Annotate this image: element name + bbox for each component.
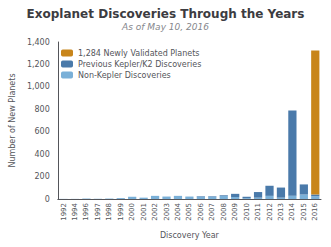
svg-text:2005: 2005	[185, 203, 193, 221]
svg-text:1,284 Newly Validated Planets: 1,284 Newly Validated Planets	[78, 49, 200, 58]
svg-text:2008: 2008	[220, 203, 228, 221]
svg-text:2004: 2004	[174, 202, 182, 220]
svg-text:2009: 2009	[231, 203, 239, 221]
svg-text:Previous Kepler/K2 Discoveries: Previous Kepler/K2 Discoveries	[78, 60, 201, 69]
svg-text:600: 600	[35, 127, 50, 136]
svg-text:2016: 2016	[311, 202, 319, 220]
svg-text:2014: 2014	[288, 202, 296, 220]
svg-text:1,400: 1,400	[27, 38, 50, 47]
svg-text:400: 400	[35, 150, 50, 159]
svg-text:1996: 1996	[82, 202, 90, 220]
svg-text:2007: 2007	[208, 203, 216, 221]
svg-text:2012: 2012	[266, 203, 274, 221]
svg-text:1998: 1998	[105, 203, 113, 221]
svg-text:1,200: 1,200	[27, 60, 50, 69]
svg-text:2002: 2002	[151, 203, 159, 221]
svg-text:2001: 2001	[140, 203, 148, 221]
svg-text:2015: 2015	[300, 203, 308, 221]
svg-text:800: 800	[35, 105, 50, 114]
svg-text:1992: 1992	[60, 203, 68, 221]
svg-text:2013: 2013	[277, 203, 285, 221]
svg-text:1999: 1999	[117, 203, 125, 221]
svg-text:1994: 1994	[71, 202, 79, 220]
svg-text:Non-Kepler Discoveries: Non-Kepler Discoveries	[78, 71, 171, 80]
svg-text:2000: 2000	[128, 203, 136, 221]
svg-text:2010: 2010	[243, 203, 251, 221]
svg-text:Exoplanet Discoveries Through: Exoplanet Discoveries Through the Years	[27, 7, 305, 21]
svg-text:Discovery Year: Discovery Year	[160, 231, 220, 240]
svg-text:0: 0	[45, 195, 50, 204]
svg-text:Number of New Planets: Number of New Planets	[8, 73, 17, 167]
svg-text:1997: 1997	[94, 203, 102, 221]
svg-text:2011: 2011	[254, 203, 262, 221]
svg-text:1,000: 1,000	[27, 82, 50, 91]
svg-text:2006: 2006	[197, 202, 205, 220]
svg-text:As of May 10, 2016: As of May 10, 2016	[121, 22, 209, 32]
svg-text:200: 200	[35, 172, 50, 181]
svg-text:2003: 2003	[163, 203, 171, 221]
